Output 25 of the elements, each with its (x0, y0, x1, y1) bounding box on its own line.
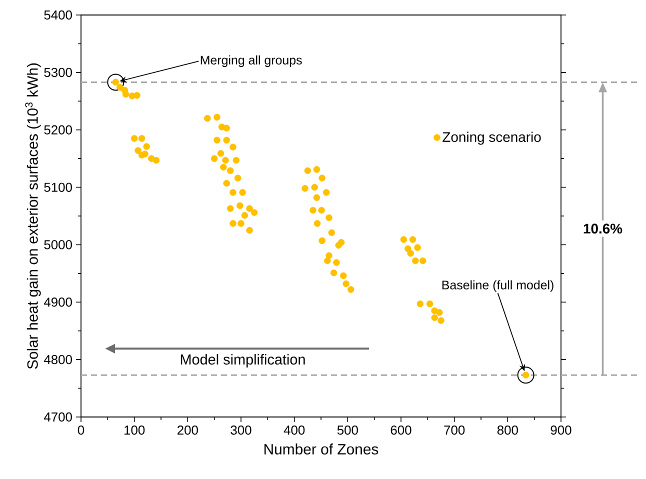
annotation: Baseline (full model) (442, 280, 554, 292)
y-tick-label: 5200 (44, 125, 72, 134)
x-tick-label: 700 (444, 426, 465, 435)
x-tick-label: 100 (124, 426, 145, 435)
y-tick-label: 4900 (44, 298, 72, 307)
x-tick-label: 800 (497, 426, 518, 435)
x-tick-label: 600 (390, 426, 412, 435)
y-tick-label: 5000 (44, 240, 72, 250)
annotation: Model simplification (180, 354, 305, 368)
x-tick-label: 200 (178, 426, 198, 435)
x-tick-label: 400 (284, 426, 305, 435)
legend-label: Zoning scenario (442, 132, 541, 145)
y-tick-label: 4800 (44, 354, 72, 364)
y-axis-title: Solar heat gain on exterior surfaces (10$^{3}$ kWh) (25, 63, 41, 369)
y-tick-label: 5100 (44, 182, 72, 192)
x-tick-label: 300 (230, 426, 252, 435)
y-tick-label: 5400 (44, 10, 72, 20)
text: 10.6% (584, 224, 622, 234)
x-tick-label: 500 (337, 426, 358, 435)
annotation: Merging all groups (200, 55, 302, 67)
y-tick-label: 5300 (44, 68, 72, 78)
x-tick-label: 900 (550, 426, 572, 435)
y-tick-label: 4700 (44, 412, 72, 422)
x-axis-title: Number of Zones (264, 444, 378, 454)
x-tick-label: 0 (78, 426, 84, 435)
